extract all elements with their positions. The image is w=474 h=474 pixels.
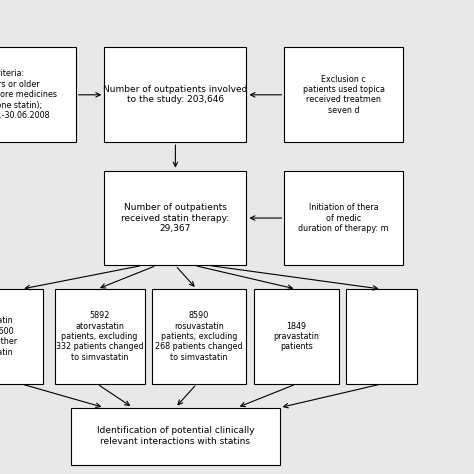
Text: 1849
pravastatin
patients: 1849 pravastatin patients xyxy=(273,322,319,351)
FancyBboxPatch shape xyxy=(284,47,403,142)
FancyBboxPatch shape xyxy=(0,289,43,384)
Text: 5892
atorvastatin
patients, excluding
332 patients changed
to simvastatin: 5892 atorvastatin patients, excluding 33… xyxy=(56,311,143,362)
FancyBboxPatch shape xyxy=(346,289,417,384)
Text: lusion  criteria:
s 50 years or older
two or more medicines
g these one statin);: lusion criteria: s 50 years or older two… xyxy=(0,70,57,120)
FancyBboxPatch shape xyxy=(55,289,145,384)
Text: Identification of potential clinically
relevant interactions with statins: Identification of potential clinically r… xyxy=(97,427,254,446)
Text: statin
g 600
d other
statin: statin g 600 d other statin xyxy=(0,317,17,356)
Text: Exclusion c
patients used topica
received treatmen
seven d: Exclusion c patients used topica receive… xyxy=(303,75,384,115)
FancyBboxPatch shape xyxy=(71,408,280,465)
FancyBboxPatch shape xyxy=(284,171,403,265)
FancyBboxPatch shape xyxy=(0,47,76,142)
FancyBboxPatch shape xyxy=(152,289,246,384)
FancyBboxPatch shape xyxy=(104,47,246,142)
FancyBboxPatch shape xyxy=(104,171,246,265)
Text: Initiation of thera
of medic
duration of therapy: m: Initiation of thera of medic duration of… xyxy=(298,203,389,233)
Text: Number of outpatients
received statin therapy:
29,367: Number of outpatients received statin th… xyxy=(121,203,229,233)
Text: 8590
rosuvastatin
patients, excluding
268 patients changed
to simvastatin: 8590 rosuvastatin patients, excluding 26… xyxy=(155,311,243,362)
Text: Number of outpatients involved
to the study: 203,646: Number of outpatients involved to the st… xyxy=(103,85,247,104)
FancyBboxPatch shape xyxy=(254,289,339,384)
